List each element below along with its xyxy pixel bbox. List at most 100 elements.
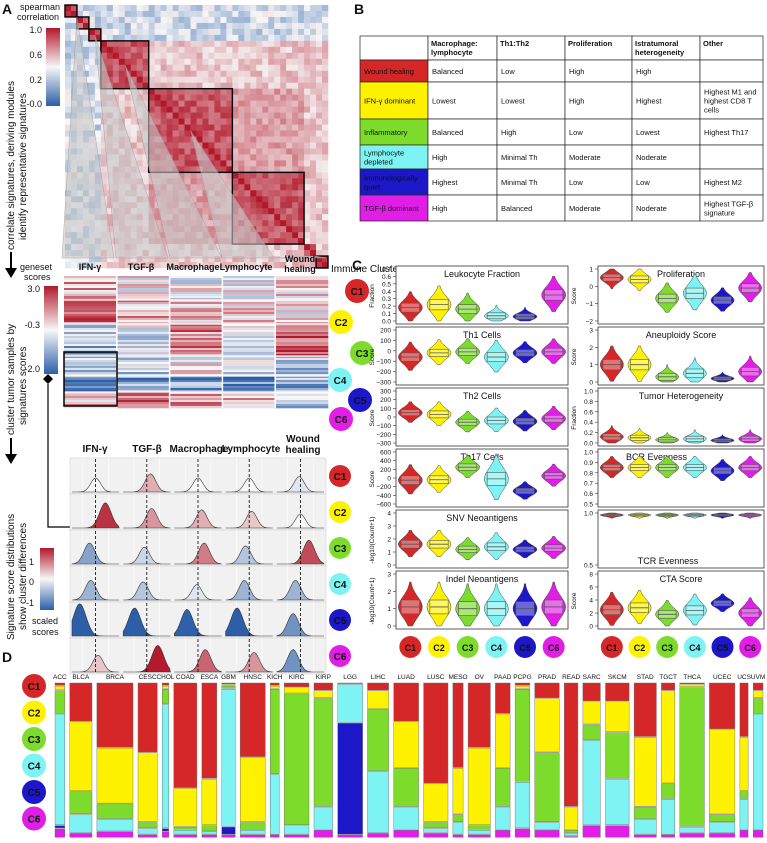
correlation-cell <box>310 262 317 269</box>
cluster-heat-cell <box>116 346 170 349</box>
correlation-cell <box>256 130 263 137</box>
cluster-heat-cell <box>116 404 170 407</box>
correlation-cell <box>310 88 317 95</box>
correlation-cell <box>220 148 227 155</box>
correlation-cell <box>82 52 90 60</box>
d-bar-c6 <box>69 833 93 838</box>
cluster-heat-cell <box>275 306 329 309</box>
correlation-cell <box>250 256 257 263</box>
correlation-cell <box>142 28 149 36</box>
legend-correlation-tick-2: 0.6 <box>29 50 42 60</box>
violin-panel-frame <box>597 448 765 508</box>
correlation-cell <box>208 5 215 12</box>
module-label-top: Lymphocyte <box>220 262 273 272</box>
correlation-cell <box>136 160 144 167</box>
cluster-heat-cell <box>275 368 329 371</box>
correlation-cell <box>65 16 72 24</box>
d-bar-c2 <box>633 737 657 807</box>
correlation-cell <box>322 70 329 78</box>
correlation-cell <box>220 100 227 107</box>
legend-scaled: 1 0 -1 scaled scores <box>26 548 59 637</box>
cluster-heat-cell <box>222 342 276 345</box>
cluster-heat-cell <box>222 344 276 347</box>
correlation-cell <box>172 160 179 167</box>
correlation-cell <box>94 124 102 131</box>
correlation-cell <box>82 28 90 36</box>
correlation-cell <box>106 214 114 221</box>
correlation-cell <box>220 142 227 149</box>
correlation-cell <box>154 40 161 48</box>
correlation-cell <box>106 64 114 72</box>
correlation-cell <box>130 28 138 36</box>
correlation-cell <box>262 202 269 209</box>
d-legend-label: C2 <box>28 709 41 720</box>
d-bar-c6 <box>161 831 169 838</box>
correlation-cell <box>76 10 84 18</box>
d-bar-c1 <box>173 682 198 788</box>
correlation-cell <box>196 262 203 269</box>
correlation-cell <box>316 202 323 209</box>
cluster-heat-cell <box>64 350 118 353</box>
correlation-cell <box>262 106 269 113</box>
violin-c4 <box>484 455 509 500</box>
correlation-cell <box>142 22 149 30</box>
correlation-cell <box>196 178 203 185</box>
correlation-cell <box>298 28 305 36</box>
violin-c6 <box>541 581 566 627</box>
correlation-cell <box>190 5 197 12</box>
correlation-cell <box>298 16 305 24</box>
table-cell <box>427 81 498 120</box>
correlation-cell <box>232 28 239 36</box>
correlation-cell <box>154 214 161 221</box>
correlation-cell <box>250 172 257 179</box>
correlation-cell <box>238 28 245 36</box>
correlation-cell <box>100 52 108 60</box>
cluster-heat-cell <box>275 318 329 321</box>
correlation-cell <box>280 202 287 209</box>
cluster-heat-cell <box>222 394 276 397</box>
correlation-cell <box>238 5 245 12</box>
correlation-cell <box>262 10 269 18</box>
correlation-cell <box>232 58 239 66</box>
cluster-heat-cell <box>275 376 329 379</box>
correlation-cell <box>160 58 167 66</box>
correlation-cell <box>100 262 108 269</box>
cluster-heat-cell <box>64 312 118 315</box>
cluster-heat-cell <box>64 310 118 313</box>
correlation-cell <box>322 232 329 239</box>
cluster-heat-cell <box>169 296 223 299</box>
violin-c3 <box>455 292 480 322</box>
cluster-heat-cell <box>169 404 223 407</box>
correlation-cell <box>250 46 257 54</box>
violin-panel-frame <box>395 265 569 325</box>
correlation-cell <box>178 58 185 66</box>
correlation-cell <box>190 28 197 36</box>
correlation-cell <box>214 154 221 161</box>
correlation-cell <box>94 256 102 263</box>
ridge-density <box>174 609 222 637</box>
correlation-cell <box>148 58 155 66</box>
correlation-cell <box>268 118 275 125</box>
cluster-heat-cell <box>169 300 223 303</box>
correlation-cell <box>166 22 173 30</box>
correlation-cell <box>316 46 323 54</box>
ridge-cluster-circle-c2 <box>329 501 351 523</box>
correlation-cell <box>220 256 227 263</box>
correlation-cell <box>106 5 114 12</box>
violin-c3 <box>455 537 480 561</box>
correlation-cell <box>304 58 311 66</box>
correlation-cell <box>88 88 96 95</box>
immune-clusters-title: Immune Clusters <box>331 264 407 275</box>
cluster-heat-cell <box>116 294 170 297</box>
correlation-cell <box>256 208 263 215</box>
violin-c3 <box>455 411 480 433</box>
ridge-density <box>276 649 324 673</box>
correlation-cell <box>160 64 167 72</box>
d-bar-c2 <box>367 690 389 709</box>
d-bar-c1 <box>69 682 93 722</box>
correlation-cell <box>94 136 102 143</box>
correlation-cell <box>220 58 227 66</box>
correlation-cell <box>262 172 269 179</box>
cluster-heat-cell <box>275 332 329 335</box>
violin-c2 <box>426 339 452 365</box>
